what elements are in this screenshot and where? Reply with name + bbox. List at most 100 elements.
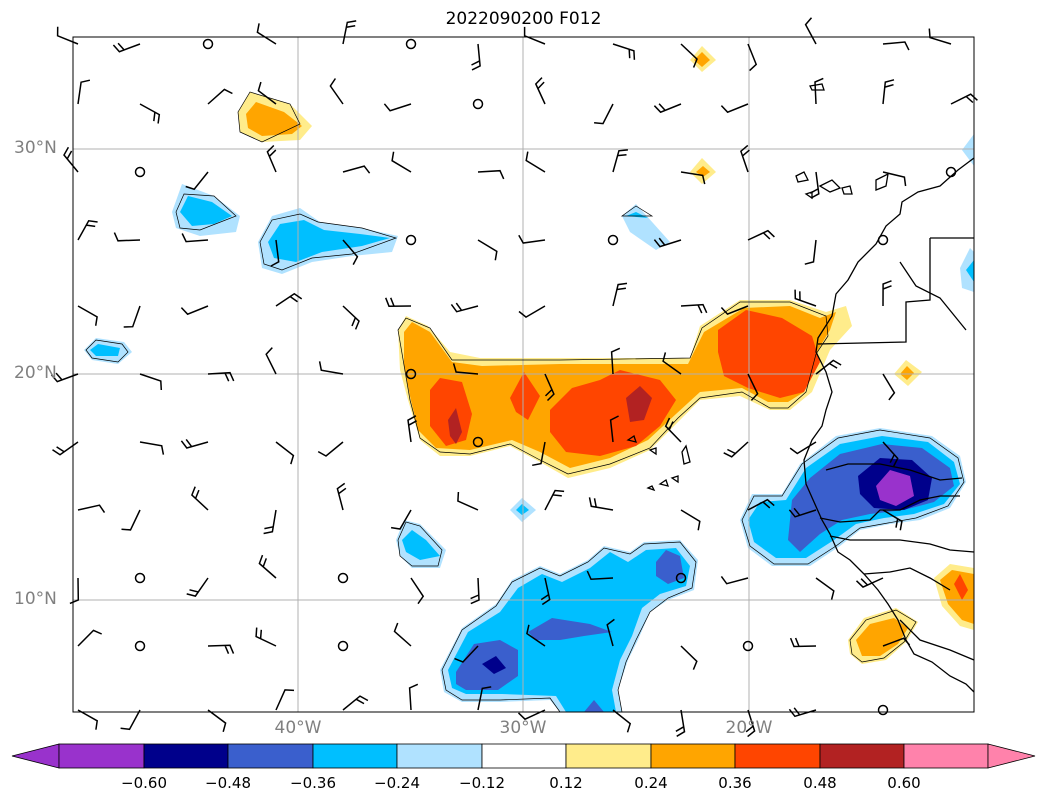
shading-layer bbox=[84, 46, 974, 712]
wind-barb bbox=[882, 171, 907, 187]
calm-wind-circle bbox=[405, 38, 417, 50]
wind-barb bbox=[265, 347, 277, 375]
wind-barb bbox=[680, 645, 698, 670]
wind-barb bbox=[186, 577, 209, 597]
calm-wind-circle bbox=[472, 436, 484, 448]
wind-barb bbox=[662, 352, 682, 375]
lon-label-20w: 20°W bbox=[725, 718, 773, 738]
colorbar-tick: −0.24 bbox=[374, 774, 420, 792]
wind-barb bbox=[454, 645, 479, 663]
wind-barb bbox=[815, 359, 842, 375]
wind-barb bbox=[882, 79, 895, 105]
calm-wind-circle bbox=[337, 572, 349, 584]
wind-barb bbox=[950, 93, 978, 105]
wind-barb bbox=[329, 78, 344, 105]
wind-barb bbox=[121, 509, 141, 531]
wind-barb bbox=[789, 637, 817, 648]
wind-barb bbox=[544, 489, 565, 511]
wind-barb bbox=[517, 709, 546, 721]
calm-wind-circle bbox=[405, 368, 417, 380]
wind-barb bbox=[814, 77, 824, 105]
wind-barb bbox=[275, 441, 295, 465]
coastlines bbox=[626, 83, 975, 693]
wind-barb bbox=[815, 577, 835, 600]
wind-barb bbox=[180, 438, 209, 449]
wind-barb bbox=[139, 373, 163, 391]
wind-barb bbox=[470, 577, 480, 605]
colorbar-tick: 0.12 bbox=[549, 774, 583, 792]
wind-barb bbox=[207, 709, 227, 732]
colorbar-tick: −0.60 bbox=[121, 774, 167, 792]
calm-wind-circle bbox=[134, 640, 146, 652]
colorbar-tick: 0.60 bbox=[887, 774, 921, 792]
wind-barb bbox=[390, 509, 412, 530]
wind-barb bbox=[680, 303, 708, 314]
wind-barb bbox=[207, 88, 233, 105]
gridlines bbox=[73, 37, 974, 712]
lat-label-20n: 20°N bbox=[14, 363, 57, 383]
wind-barb bbox=[882, 509, 903, 531]
wind-barb bbox=[882, 373, 896, 401]
wind-barb bbox=[77, 79, 91, 105]
wind-barb bbox=[477, 169, 505, 180]
wind-barb bbox=[540, 577, 551, 606]
wind-barb bbox=[794, 289, 817, 307]
wind-barb bbox=[181, 233, 209, 243]
wind-barb bbox=[882, 441, 899, 467]
wind-barb bbox=[191, 486, 209, 511]
calm-wind-circle bbox=[202, 38, 214, 50]
wind-barb bbox=[275, 689, 295, 711]
wind-barb bbox=[317, 441, 344, 457]
wind-barb bbox=[77, 305, 98, 326]
wind-barb bbox=[257, 81, 277, 105]
map-title: 2022090200 F012 bbox=[445, 9, 602, 29]
wind-barb bbox=[342, 695, 369, 711]
wind-barb bbox=[471, 43, 481, 71]
wind-barb bbox=[185, 171, 209, 191]
calm-wind-circle bbox=[134, 572, 146, 584]
wind-barb bbox=[318, 361, 344, 375]
wind-barb bbox=[720, 575, 749, 585]
wind-barbs bbox=[50, 17, 978, 738]
wind-barb bbox=[882, 637, 911, 647]
wind-barb bbox=[50, 372, 79, 383]
colorbar-tick: −0.48 bbox=[205, 774, 251, 792]
calm-wind-circle bbox=[742, 640, 754, 652]
wind-barb bbox=[255, 627, 277, 647]
wind-barb bbox=[612, 709, 632, 733]
wind-barb bbox=[588, 497, 614, 511]
wind-barb bbox=[612, 43, 636, 60]
wind-barb bbox=[544, 373, 555, 402]
wind-barb bbox=[789, 441, 817, 455]
wind-barb bbox=[342, 165, 371, 174]
wind-barb bbox=[113, 232, 141, 242]
wind-barb bbox=[532, 441, 546, 467]
wind-barb bbox=[275, 292, 303, 307]
calm-wind-circle bbox=[134, 166, 146, 178]
map-frame bbox=[72, 36, 975, 713]
wind-barb bbox=[664, 417, 682, 443]
colorbar-tick: −0.36 bbox=[290, 774, 336, 792]
wind-barb bbox=[391, 151, 412, 173]
wind-barb bbox=[77, 629, 103, 647]
wind-barb bbox=[882, 41, 910, 51]
wind-barb bbox=[342, 305, 360, 330]
wind-barb bbox=[457, 491, 479, 511]
wind-barb bbox=[77, 504, 106, 514]
wind-barb bbox=[112, 42, 141, 53]
wind-barb bbox=[534, 77, 546, 105]
wind-barb bbox=[518, 305, 546, 319]
wind-barb bbox=[526, 624, 546, 647]
calm-wind-circle bbox=[405, 234, 417, 246]
wind-barb bbox=[336, 482, 347, 511]
wind-barb bbox=[882, 280, 892, 307]
wind-barb bbox=[586, 570, 614, 580]
wind-barb bbox=[270, 239, 280, 267]
wind-barb bbox=[266, 144, 277, 173]
calm-wind-circle bbox=[472, 98, 484, 110]
wind-barb bbox=[383, 103, 412, 112]
colorbar-tick: 0.48 bbox=[803, 774, 837, 792]
wind-barb bbox=[804, 239, 817, 265]
wind-barb bbox=[720, 103, 749, 114]
